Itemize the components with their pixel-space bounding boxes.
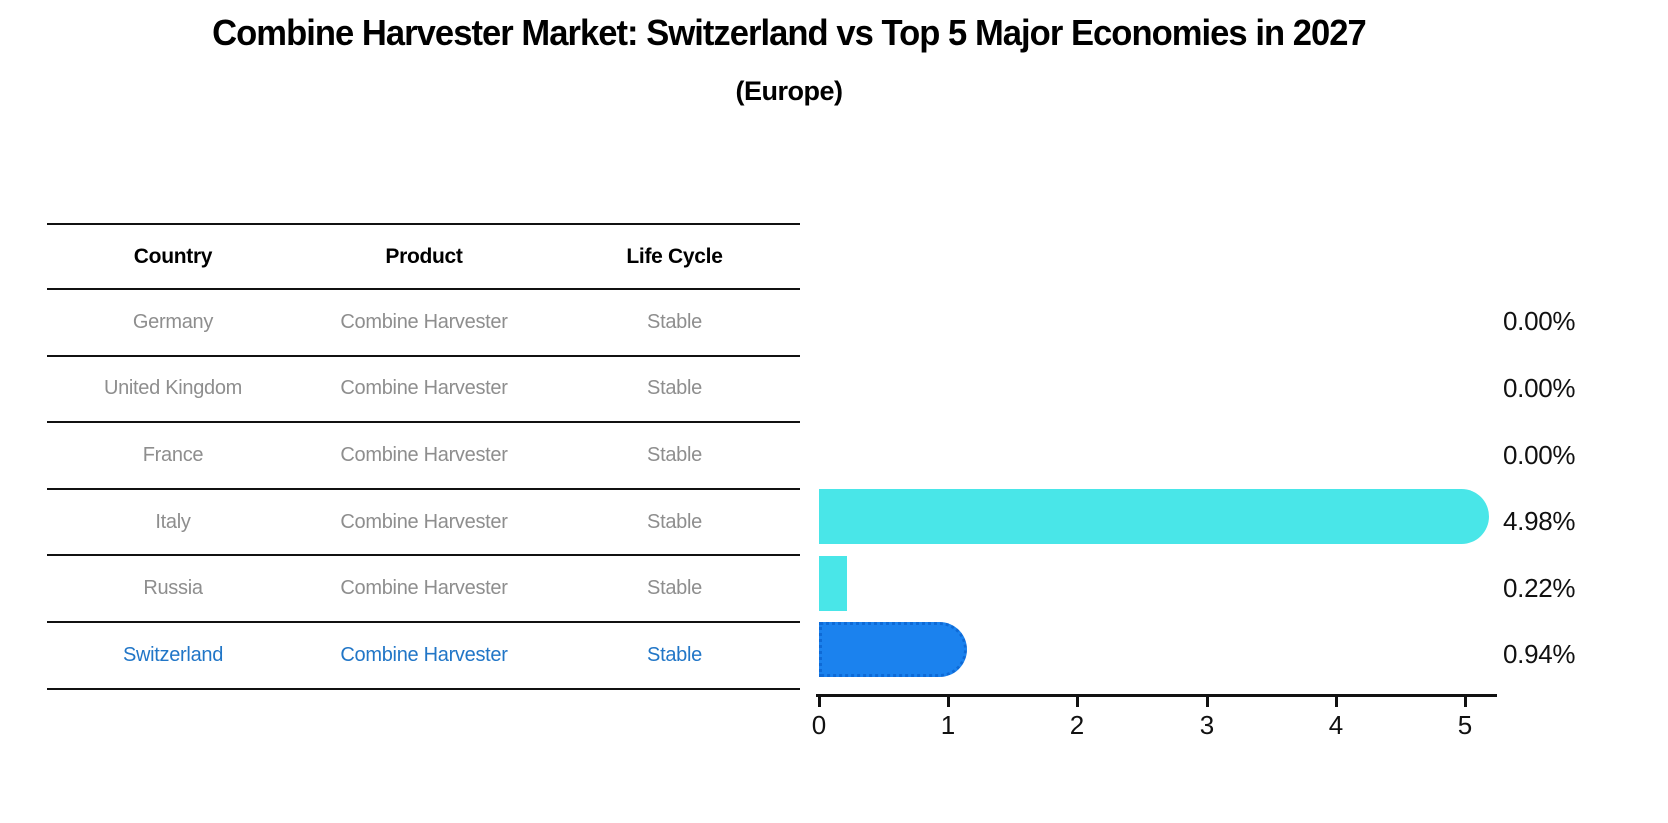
cell-life-cycle: Stable bbox=[647, 643, 702, 666]
x-tick-label: 0 bbox=[811, 710, 827, 740]
cell-country: Germany bbox=[132, 310, 214, 333]
cell-product: Combine Harvester bbox=[340, 643, 508, 666]
x-tick-label: 1 bbox=[940, 710, 956, 740]
table-row: Germany Combine Harvester Stable bbox=[47, 290, 800, 357]
x-axis-line bbox=[816, 694, 1497, 697]
cell-life-cycle: Stable bbox=[647, 577, 702, 600]
value-label-united-kingdom: 0.00% bbox=[1503, 373, 1576, 403]
cell-country: Switzerland bbox=[122, 643, 224, 666]
x-tick-label: 5 bbox=[1457, 710, 1473, 740]
cell-country: United Kingdom bbox=[103, 377, 243, 400]
x-axis-tick bbox=[1076, 697, 1079, 707]
x-axis-tick bbox=[1464, 697, 1467, 707]
bar-russia bbox=[819, 556, 848, 611]
x-axis-tick bbox=[947, 697, 950, 707]
cell-life-cycle: Stable bbox=[647, 510, 702, 533]
table-row: France Combine Harvester Stable bbox=[47, 423, 800, 490]
value-label-russia: 0.22% bbox=[1503, 573, 1576, 603]
cell-product: Combine Harvester bbox=[340, 443, 508, 466]
cell-product: Combine Harvester bbox=[340, 377, 508, 400]
cell-life-cycle: Stable bbox=[647, 310, 702, 333]
cell-life-cycle: Stable bbox=[647, 377, 702, 400]
cell-country: Italy bbox=[155, 510, 191, 533]
x-axis-tick bbox=[818, 697, 821, 707]
table-row: United Kingdom Combine Harvester Stable bbox=[47, 357, 800, 424]
cell-country: Russia bbox=[143, 577, 203, 600]
value-label-italy: 4.98% bbox=[1503, 506, 1576, 536]
column-header-country: Country bbox=[133, 244, 213, 268]
column-header-life-cycle: Life Cycle bbox=[626, 244, 723, 268]
bar-switzerland bbox=[819, 622, 968, 677]
bar-italy bbox=[819, 489, 1490, 544]
value-label-france: 0.00% bbox=[1503, 440, 1576, 470]
x-tick-label: 3 bbox=[1199, 710, 1215, 740]
country-table: Country Product Life Cycle Germany Combi… bbox=[47, 223, 800, 690]
cell-product: Combine Harvester bbox=[340, 510, 508, 533]
column-header-product: Product bbox=[385, 244, 463, 268]
x-tick-label: 2 bbox=[1069, 710, 1085, 740]
page-title: Combine Harvester Market: Switzerland vs… bbox=[212, 12, 1367, 53]
cell-country: France bbox=[142, 443, 204, 466]
x-axis-tick bbox=[1335, 697, 1338, 707]
table-row: Italy Combine Harvester Stable bbox=[47, 490, 800, 557]
cell-product: Combine Harvester bbox=[340, 310, 508, 333]
cell-life-cycle: Stable bbox=[647, 443, 702, 466]
x-tick-label: 4 bbox=[1328, 710, 1344, 740]
table-row-switzerland-highlighted: Switzerland Combine Harvester Stable bbox=[47, 623, 800, 690]
table-header-row: Country Product Life Cycle bbox=[47, 225, 800, 290]
value-label-switzerland: 0.94% bbox=[1503, 639, 1576, 669]
value-label-germany: 0.00% bbox=[1503, 306, 1576, 336]
x-axis-tick bbox=[1206, 697, 1209, 707]
cell-product: Combine Harvester bbox=[340, 577, 508, 600]
table-row: Russia Combine Harvester Stable bbox=[47, 556, 800, 623]
page-subtitle: (Europe) bbox=[735, 76, 844, 106]
